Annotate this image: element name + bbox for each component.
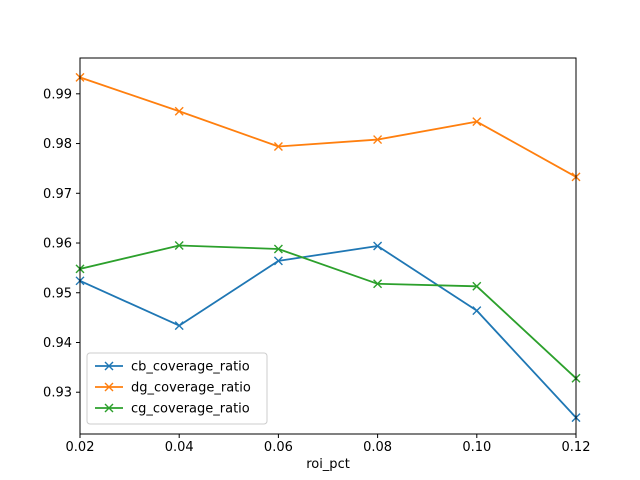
legend-label-cb_coverage_ratio: cb_coverage_ratio <box>131 360 250 375</box>
data-point-dg_coverage_ratio-1 <box>174 106 184 116</box>
legend-box <box>86 352 268 425</box>
y-tick-label: 0.97 <box>43 187 72 202</box>
legend-marker-dg_coverage_ratio <box>104 382 114 392</box>
series-line-cb_coverage_ratio <box>78 245 578 419</box>
y-tick-label: 0.98 <box>43 137 72 152</box>
y-tick-label: 0.95 <box>43 286 72 301</box>
series-line-cg_coverage_ratio <box>78 244 578 380</box>
x-axis-label: roi_pct <box>306 457 350 472</box>
data-point-cb_coverage_ratio-1 <box>174 321 184 331</box>
data-point-cg_coverage_ratio-3 <box>373 279 383 289</box>
data-point-cg_coverage_ratio-1 <box>174 241 184 250</box>
x-tick-label: 0.10 <box>462 440 491 455</box>
x-tick-label: 0.06 <box>264 440 293 455</box>
data-point-dg_coverage_ratio-3 <box>373 135 383 145</box>
x-axis: 0.02 0.04 0.06 0.08 0.10 0.12 <box>66 434 591 455</box>
data-point-dg_coverage_ratio-2 <box>273 142 283 152</box>
y-tick-label: 0.96 <box>43 237 72 252</box>
legend-marker-cb_coverage_ratio <box>104 361 114 371</box>
y-tick-label: 0.94 <box>43 336 72 351</box>
data-point-cb_coverage_ratio-3 <box>373 241 383 251</box>
data-point-cg_coverage_ratio-2 <box>273 244 283 254</box>
x-tick-label: 0.02 <box>66 440 95 455</box>
x-tick-label: 0.12 <box>562 440 591 455</box>
legend: cb_coverage_ratio dg_coverage_ratio cg_cov… <box>86 352 268 425</box>
x-tick-label: 0.08 <box>363 440 392 455</box>
plot-lines <box>75 72 581 423</box>
legend-marker-cg_coverage_ratio <box>104 403 114 413</box>
legend-label-cg_coverage_ratio: cg_coverage_ratio <box>131 402 250 417</box>
data-point-cg_coverage_ratio-4 <box>472 281 482 291</box>
legend-label-dg_coverage_ratio: dg_coverage_ratio <box>131 381 251 396</box>
y-tick-label: 0.93 <box>43 386 72 401</box>
y-axis: 0.93 0.94 0.95 0.96 0.97 0.98 0.99 <box>43 87 80 401</box>
y-tick-label: 0.99 <box>43 87 72 102</box>
series-line-dg_coverage_ratio <box>78 76 578 179</box>
data-point-dg_coverage_ratio-4 <box>472 117 482 127</box>
data-point-cb_coverage_ratio-4 <box>472 306 482 316</box>
data-point-cb_coverage_ratio-2 <box>273 256 283 266</box>
x-tick-label: 0.04 <box>165 440 194 455</box>
plot-frame <box>79 57 577 435</box>
